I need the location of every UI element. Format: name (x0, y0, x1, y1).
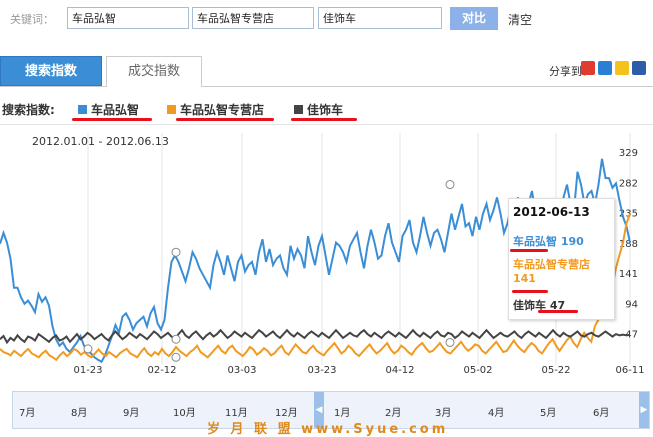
x-tick-label: 03-23 (307, 365, 336, 375)
keyword-label: 关键词： (10, 13, 54, 26)
sina-weibo-icon[interactable] (581, 61, 595, 75)
tab-search-index[interactable]: 搜索指数 (0, 56, 102, 86)
annotation-underline-2 (176, 118, 274, 121)
data-point-marker[interactable] (445, 180, 455, 190)
tooltip-line-3: 佳饰车 47 (513, 299, 566, 312)
line-chart: 01-23 02-12 03-03 03-23 04-12 05-02 05-22 06-11… (0, 133, 645, 376)
x-tick-label: 04-12 (385, 365, 414, 375)
search-bar: 关键词： 对比 清空 (0, 0, 653, 36)
keyword-input-1[interactable] (67, 7, 189, 29)
annotation-underline-tt-1 (510, 249, 548, 252)
x-tick-label: 01-23 (73, 365, 102, 375)
series-line-3[interactable] (0, 328, 631, 345)
navigator-right-handle[interactable]: ▶ (639, 392, 649, 428)
navigator-month-label: 5月 (540, 408, 557, 419)
annotation-underline-3 (291, 118, 357, 121)
navigator-month-label: 7月 (19, 408, 36, 419)
legend-label-1: 车品弘智 (91, 103, 140, 117)
navigator-month-label: 2月 (385, 408, 402, 419)
chart-legend: 搜索指数: 车品弘智 车品弘智专营店 佳饰车 (0, 100, 653, 120)
y-tick-label: 94 (625, 299, 638, 310)
clear-button[interactable]: 清空 (508, 13, 533, 27)
index-tabs: 搜索指数 成交指数 (0, 56, 653, 87)
x-tick-label: 02-12 (147, 365, 176, 375)
legend-item-2[interactable]: 车品弘智专营店 (167, 101, 264, 118)
navigator-month-label: 9月 (123, 408, 140, 419)
tooltip-line-2: 车品弘智专营店 141 (513, 258, 590, 285)
y-tick-label: 282 (619, 178, 638, 189)
legend-label-3: 佳饰车 (307, 103, 344, 117)
data-point-marker[interactable] (171, 247, 181, 257)
legend-swatch-3 (294, 105, 303, 114)
legend-swatch-1 (78, 105, 87, 114)
star-share-icon[interactable] (615, 61, 629, 75)
navigator-month-label: 6月 (593, 408, 610, 419)
tooltip-line-1: 车品弘智 190 (513, 235, 584, 248)
chart-tooltip: 2012-06-13 车品弘智 190 车品弘智专营店 141 佳饰车 47 (508, 198, 615, 320)
navigator-month-label: 4月 (488, 408, 505, 419)
tab-deal-index[interactable]: 成交指数 (106, 56, 202, 87)
keyword-input-3[interactable] (318, 7, 442, 29)
compare-button[interactable]: 对比 (450, 7, 498, 30)
x-tick-label: 03-03 (227, 365, 256, 375)
legend-label-2: 车品弘智专营店 (180, 103, 265, 117)
annotation-underline-1 (72, 118, 152, 121)
time-navigator[interactable]: 7月 8月 9月 10月 11月 12月 1月 2月 3月 4月 5月 6月 ◀ ▶ (12, 391, 650, 429)
legend-item-1[interactable]: 车品弘智 (78, 101, 139, 118)
annotation-underline-tt-3 (538, 310, 578, 313)
navigator-month-label: 1月 (334, 408, 351, 419)
series-line-2[interactable] (0, 213, 631, 362)
x-tick-label: 05-22 (541, 365, 570, 375)
data-point-marker[interactable] (171, 352, 181, 362)
navigator-month-label: 8月 (71, 408, 88, 419)
y-tick-label: 329 (619, 148, 638, 159)
data-point-marker[interactable] (83, 344, 93, 354)
navigator-month-label: 11月 (225, 408, 248, 419)
legend-title: 搜索指数: (2, 103, 55, 117)
x-tick-label: 06-11 (615, 365, 644, 375)
navigator-month-label: 3月 (435, 408, 452, 419)
tooltip-date: 2012-06-13 (513, 205, 590, 219)
watermark: 岁 月 联 盟 www.Syue.com (207, 422, 449, 437)
date-range: 2012.01.01 - 2012.06.13 (32, 135, 169, 148)
annotation-underline-tt-2 (512, 290, 548, 293)
site-share-icon[interactable] (632, 61, 646, 75)
navigator-month-label: 12月 (275, 408, 298, 419)
y-tick-label: 235 (619, 209, 638, 220)
qq-share-icon[interactable] (598, 61, 612, 75)
navigator-month-label: 10月 (173, 408, 196, 419)
y-tick-label: 188 (619, 239, 638, 250)
data-point-marker[interactable] (445, 337, 455, 347)
data-point-marker[interactable] (171, 334, 181, 344)
y-tick-label: 47 (625, 330, 638, 341)
keyword-input-2[interactable] (192, 7, 314, 29)
legend-swatch-2 (167, 105, 176, 114)
y-tick-label: 141 (619, 269, 638, 280)
x-tick-label: 05-02 (463, 365, 492, 375)
navigator-left-handle[interactable]: ◀ (314, 392, 324, 428)
legend-item-3[interactable]: 佳饰车 (294, 101, 343, 118)
